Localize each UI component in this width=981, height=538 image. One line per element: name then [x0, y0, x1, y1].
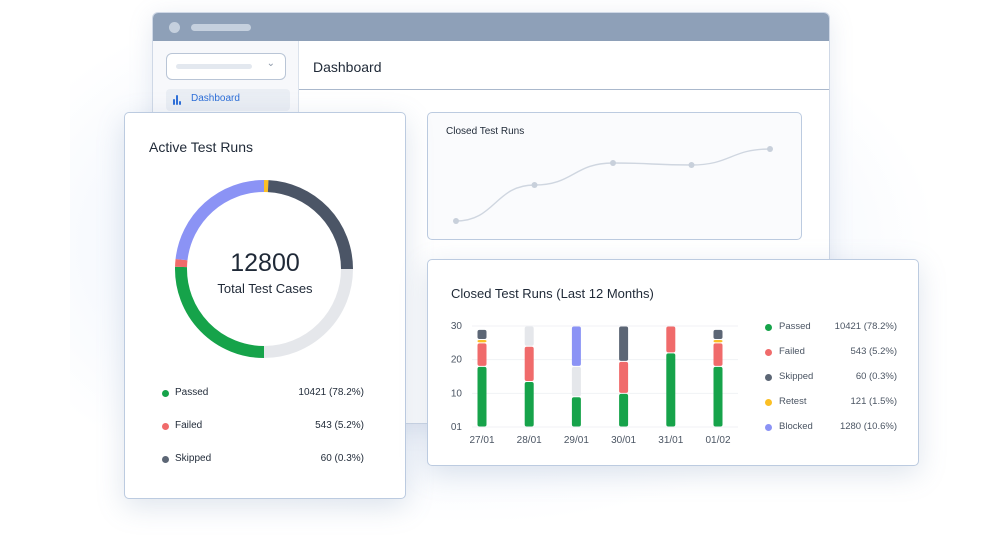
legend-value: 60 (0.3%) [320, 453, 364, 464]
legend-item-failed: Failed 543 (5.2%) [765, 346, 897, 360]
bar-segment-passed [713, 366, 723, 427]
status-dot-icon [765, 349, 772, 356]
legend-item-skipped: Skipped 60 (0.3%) [765, 371, 897, 385]
donut-slice-passed [175, 266, 265, 358]
x-tick-label: 28/01 [517, 435, 542, 446]
bar-segment-passed [524, 382, 534, 427]
project-select[interactable]: ⌄ [166, 53, 286, 80]
card-title: Closed Test Runs (Last 12 Months) [451, 286, 654, 301]
bar-segment-skipped [713, 329, 723, 339]
bar-segment-untested [571, 366, 581, 397]
donut-chart [172, 177, 356, 361]
select-placeholder [176, 64, 252, 69]
donut-slice-failed [175, 258, 188, 268]
closed-runs-line-chart [453, 146, 773, 224]
bar-chart-icon [173, 95, 183, 105]
total-test-cases-label: Total Test Cases [217, 281, 313, 296]
x-tick-label: 31/01 [658, 435, 683, 446]
y-tick-label: 01 [451, 422, 463, 433]
bar-segment-blocked [571, 326, 581, 366]
y-tick-label: 20 [451, 355, 463, 366]
x-tick-label: 30/01 [611, 435, 636, 446]
line-point [610, 160, 616, 166]
chevron-down-icon: ⌄ [266, 58, 275, 69]
legend-value: 121 (1.5%) [850, 396, 897, 407]
card-title: Active Test Runs [149, 139, 254, 155]
sidebar-item-dashboard[interactable]: Dashboard [166, 89, 290, 111]
line-point [688, 162, 695, 168]
bar-segment-passed [666, 353, 676, 427]
status-dot-icon [162, 456, 169, 463]
bar-segment-retest [713, 339, 723, 343]
line-point [767, 146, 773, 152]
legend-value: 10421 (78.2%) [298, 387, 364, 398]
legend-label: Retest [779, 396, 807, 407]
window-title-placeholder [191, 24, 251, 31]
bar-segment-failed [713, 343, 723, 366]
window-titlebar [153, 13, 829, 41]
y-tick-label: 30 [451, 321, 463, 332]
sidebar-item-label: Dashboard [191, 93, 240, 104]
main-header: Dashboard [299, 41, 829, 90]
legend-item-blocked: Blocked 1280 (10.6%) [765, 421, 897, 435]
bar-segment-failed [619, 361, 629, 393]
line-point [531, 182, 538, 188]
closed-runs-card: Closed Test Runs [427, 112, 802, 240]
legend-value: 1280 (10.6%) [839, 421, 897, 432]
bar-segment-skipped [477, 329, 487, 339]
status-dot-icon [765, 399, 772, 406]
window-control-icon[interactable] [169, 22, 180, 33]
legend-value: 10421 (78.2%) [834, 321, 897, 332]
legend-item-retest: Retest 121 (1.5%) [765, 396, 897, 410]
legend-item-passed: Passed 10421 (78.2%) [765, 321, 897, 335]
donut-svg [175, 180, 353, 358]
bar-segment-failed [524, 346, 534, 382]
legend-value: 60 (0.3%) [855, 371, 897, 382]
bar-segment-failed [477, 343, 487, 366]
y-tick-label: 10 [451, 388, 463, 399]
legend-label: Failed [175, 420, 203, 431]
legend-item-skipped: Skipped 60 (0.3%) [162, 452, 364, 468]
total-test-cases-value: 12800 [230, 249, 300, 277]
bar-segment-failed [666, 326, 676, 353]
legend-item-failed: Failed 543 (5.2%) [162, 419, 364, 435]
legend-label: Blocked [779, 421, 813, 432]
x-tick-label: 27/01 [469, 435, 494, 446]
x-tick-label: 29/01 [564, 435, 589, 446]
bar-segment-skipped [619, 326, 629, 361]
bar-segment-passed [619, 393, 629, 427]
x-tick-label: 01/02 [705, 435, 730, 446]
legend-label: Skipped [175, 453, 212, 464]
bar-segment-retest [477, 339, 487, 343]
bar-segment-passed [571, 397, 581, 427]
stacked-bar-chart: 01 10 20 30 27/01 28/01 29/01 30/01 31/01 01/02 [451, 321, 738, 446]
status-dot-icon [162, 390, 169, 397]
page-title: Dashboard [313, 59, 382, 75]
donut-slice-blocked [175, 180, 265, 261]
bar-segment-passed [477, 366, 487, 427]
legend-label: Skipped [779, 371, 814, 382]
legend-label: Passed [175, 387, 209, 398]
legend-label: Passed [779, 321, 811, 332]
line-series [455, 148, 771, 222]
line-point [453, 218, 459, 224]
donut-slice-skipped [267, 180, 353, 270]
active-runs-card: Active Test Runs 12800 Total Test Cases … [124, 112, 406, 499]
legend-value: 543 (5.2%) [850, 346, 897, 357]
card-title: Closed Test Runs [446, 126, 525, 137]
status-dot-icon [765, 424, 772, 431]
legend-value: 543 (5.2%) [315, 420, 364, 431]
legend-item-passed: Passed 10421 (78.2%) [162, 386, 364, 402]
status-dot-icon [765, 374, 772, 381]
status-dot-icon [162, 423, 169, 430]
bar-segment-untested [524, 326, 534, 346]
legend-label: Failed [779, 346, 805, 357]
status-dot-icon [765, 324, 772, 331]
closed-runs-12m-card: Closed Test Runs (Last 12 Months) 01 10 20… [427, 259, 919, 466]
donut-slice-untested [263, 268, 353, 358]
